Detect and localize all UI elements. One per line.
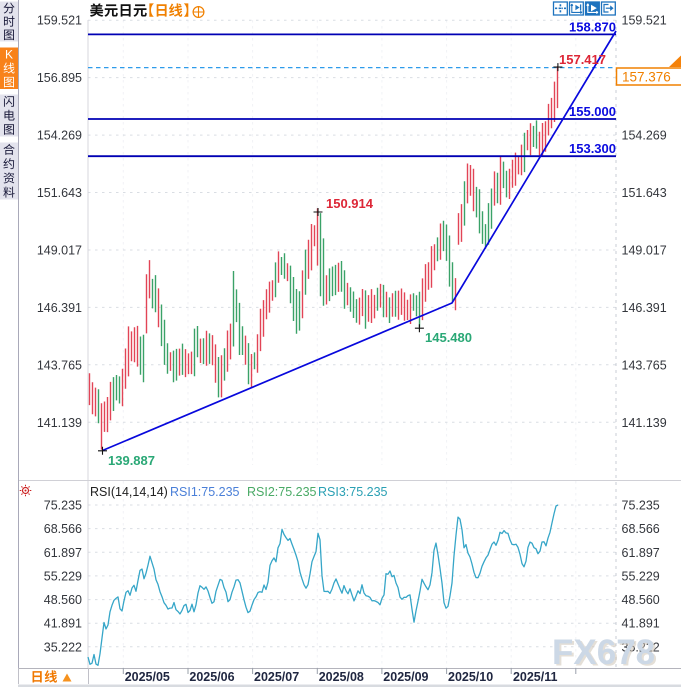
svg-text:61.897: 61.897 [622,546,660,560]
svg-text:2025/08: 2025/08 [319,670,364,684]
svg-text:FX678: FX678 [552,633,655,672]
svg-text:FX678: FX678 [554,635,657,674]
svg-text:141.139: 141.139 [37,416,82,430]
svg-text:153.300: 153.300 [569,141,616,156]
svg-text:48.560: 48.560 [622,593,660,607]
svg-text:143.765: 143.765 [37,358,82,372]
svg-text:35.222: 35.222 [44,640,82,654]
svg-text:RSI3:75.235: RSI3:75.235 [318,485,388,499]
svg-text:149.017: 149.017 [622,244,667,258]
svg-text:K: K [5,48,13,62]
svg-text:158.870: 158.870 [569,20,616,35]
svg-text:157.417: 157.417 [559,52,606,67]
svg-text:2025/10: 2025/10 [448,670,493,684]
svg-text:149.017: 149.017 [37,244,82,258]
svg-text:141.139: 141.139 [622,416,667,430]
svg-text:48.560: 48.560 [44,593,82,607]
svg-text:155.000: 155.000 [569,104,616,119]
svg-text:157.376: 157.376 [622,70,671,85]
svg-text:159.521: 159.521 [37,14,82,28]
svg-text:RSI(14,14,14): RSI(14,14,14) [90,485,168,499]
svg-text:154.269: 154.269 [37,129,82,143]
svg-text:41.891: 41.891 [44,617,82,631]
svg-text:143.765: 143.765 [622,358,667,372]
svg-text:150.914: 150.914 [326,196,374,211]
svg-text:RSI2:75.235: RSI2:75.235 [247,485,317,499]
svg-text:68.566: 68.566 [622,522,660,536]
svg-text:145.480: 145.480 [425,330,472,345]
svg-text:2025/07: 2025/07 [254,670,299,684]
svg-text:151.643: 151.643 [37,186,82,200]
svg-text:35.222: 35.222 [622,640,660,654]
svg-text:RSI1:75.235: RSI1:75.235 [170,485,240,499]
svg-text:146.391: 146.391 [622,301,667,315]
svg-text:156.895: 156.895 [37,71,82,85]
svg-text:2025/09: 2025/09 [383,670,428,684]
svg-text:159.521: 159.521 [622,14,667,28]
svg-text:55.229: 55.229 [44,569,82,583]
svg-text:61.897: 61.897 [44,546,82,560]
svg-text:41.891: 41.891 [622,617,660,631]
svg-text:55.229: 55.229 [622,569,660,583]
svg-text:154.269: 154.269 [622,129,667,143]
svg-text:2025/11: 2025/11 [513,670,558,684]
svg-text:75.235: 75.235 [44,499,82,513]
svg-text:2025/05: 2025/05 [125,670,170,684]
svg-text:75.235: 75.235 [622,499,660,513]
svg-text:2025/06: 2025/06 [189,670,234,684]
svg-text:146.391: 146.391 [37,301,82,315]
svg-text:151.643: 151.643 [622,186,667,200]
svg-text:68.566: 68.566 [44,522,82,536]
svg-text:139.887: 139.887 [108,453,155,468]
